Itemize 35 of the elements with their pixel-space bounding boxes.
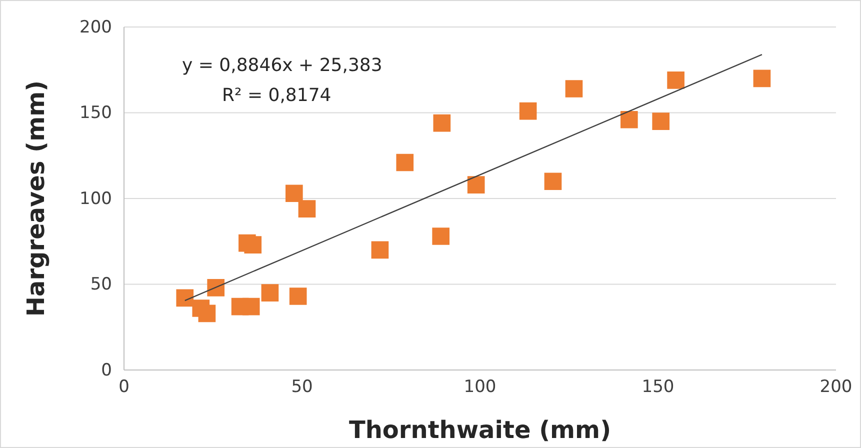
point bbox=[433, 114, 451, 132]
point bbox=[519, 102, 537, 120]
x-tick-label: 100 bbox=[464, 377, 496, 398]
point bbox=[620, 110, 638, 128]
y-tick-label: 200 bbox=[80, 17, 112, 38]
point bbox=[242, 298, 260, 316]
x-axis-title: Thornthwaite (mm) bbox=[348, 416, 612, 444]
y-tick-label: 50 bbox=[90, 274, 112, 295]
point bbox=[432, 228, 450, 245]
point bbox=[286, 184, 303, 202]
annotation: y = 0,8846x + 25,383 bbox=[182, 55, 382, 76]
y-tick-label: 0 bbox=[101, 360, 112, 380]
point bbox=[371, 241, 389, 259]
y-tick-label: 100 bbox=[80, 188, 112, 209]
x-tick-label: 150 bbox=[642, 377, 674, 398]
annotation: R² = 0,8174 bbox=[222, 85, 332, 106]
x-tick-label: 200 bbox=[820, 377, 852, 398]
x-tick-label: 50 bbox=[291, 377, 313, 398]
point bbox=[176, 289, 194, 307]
point bbox=[244, 236, 262, 254]
point bbox=[544, 172, 562, 190]
point bbox=[667, 72, 684, 89]
point bbox=[261, 284, 279, 302]
point bbox=[565, 80, 583, 98]
point bbox=[207, 279, 225, 296]
y-axis-title: Hargreaves (mm) bbox=[22, 80, 50, 317]
point bbox=[198, 304, 216, 322]
y-tick-label: 150 bbox=[80, 103, 112, 124]
point bbox=[289, 288, 307, 305]
point bbox=[467, 176, 485, 194]
point bbox=[396, 154, 414, 172]
point bbox=[298, 200, 316, 218]
point bbox=[652, 112, 670, 130]
x-tick-label: 0 bbox=[118, 377, 130, 398]
point bbox=[753, 70, 771, 88]
